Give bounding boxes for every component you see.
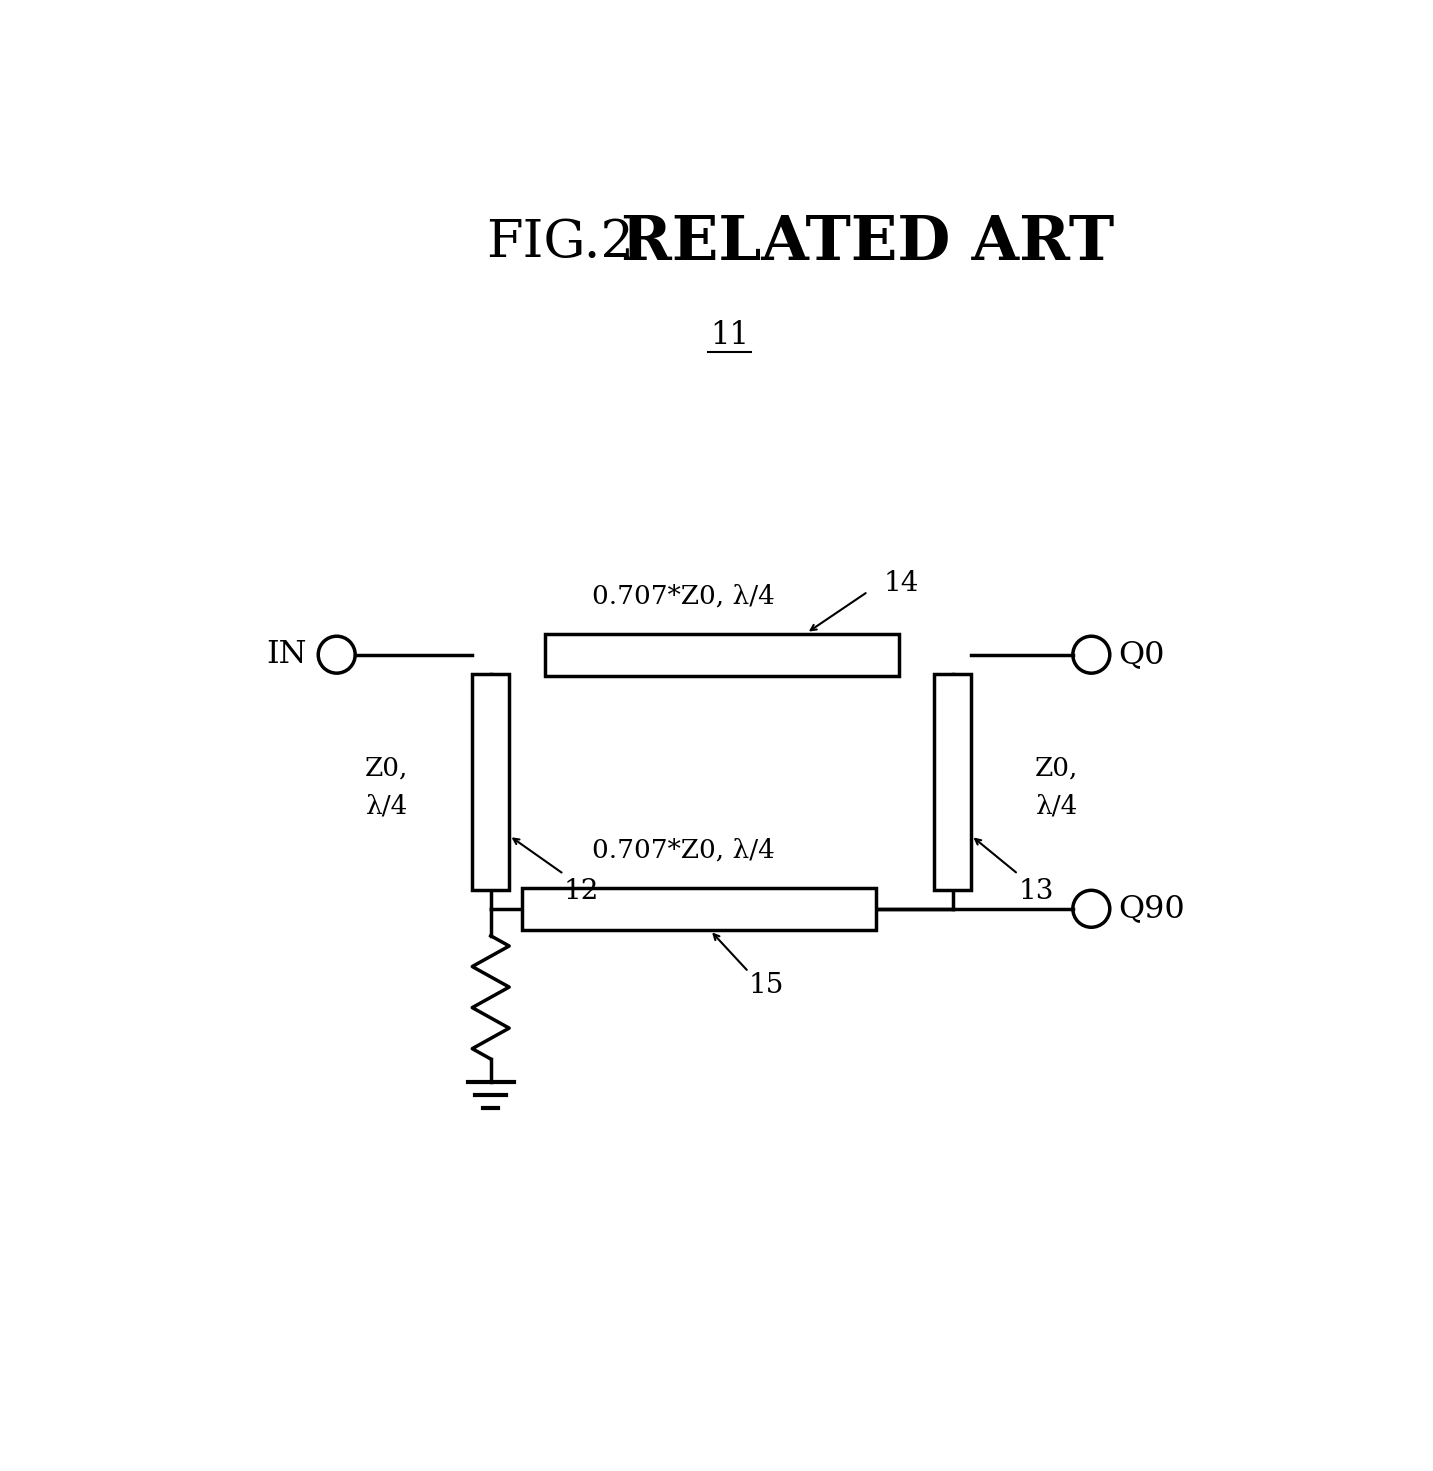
FancyBboxPatch shape: [522, 887, 876, 930]
Text: FIG.2: FIG.2: [486, 218, 633, 268]
Text: 0.707*Z0, λ/4: 0.707*Z0, λ/4: [592, 584, 775, 609]
Text: 12: 12: [563, 878, 599, 905]
Text: IN: IN: [267, 640, 307, 671]
Text: λ/4: λ/4: [1036, 794, 1078, 819]
FancyBboxPatch shape: [545, 634, 898, 675]
FancyBboxPatch shape: [934, 674, 972, 890]
Text: Z0,: Z0,: [1035, 756, 1079, 781]
Text: 15: 15: [748, 972, 784, 999]
Text: λ/4: λ/4: [365, 794, 408, 819]
Text: 0.707*Z0, λ/4: 0.707*Z0, λ/4: [592, 837, 775, 862]
Text: Q0: Q0: [1118, 640, 1165, 671]
Text: RELATED ART: RELATED ART: [622, 213, 1115, 272]
Text: 14: 14: [883, 571, 919, 597]
Text: Z0,: Z0,: [365, 756, 408, 781]
Text: 11: 11: [709, 319, 749, 350]
FancyBboxPatch shape: [473, 674, 509, 890]
Text: 13: 13: [1019, 878, 1053, 905]
Text: Q90: Q90: [1118, 893, 1185, 924]
